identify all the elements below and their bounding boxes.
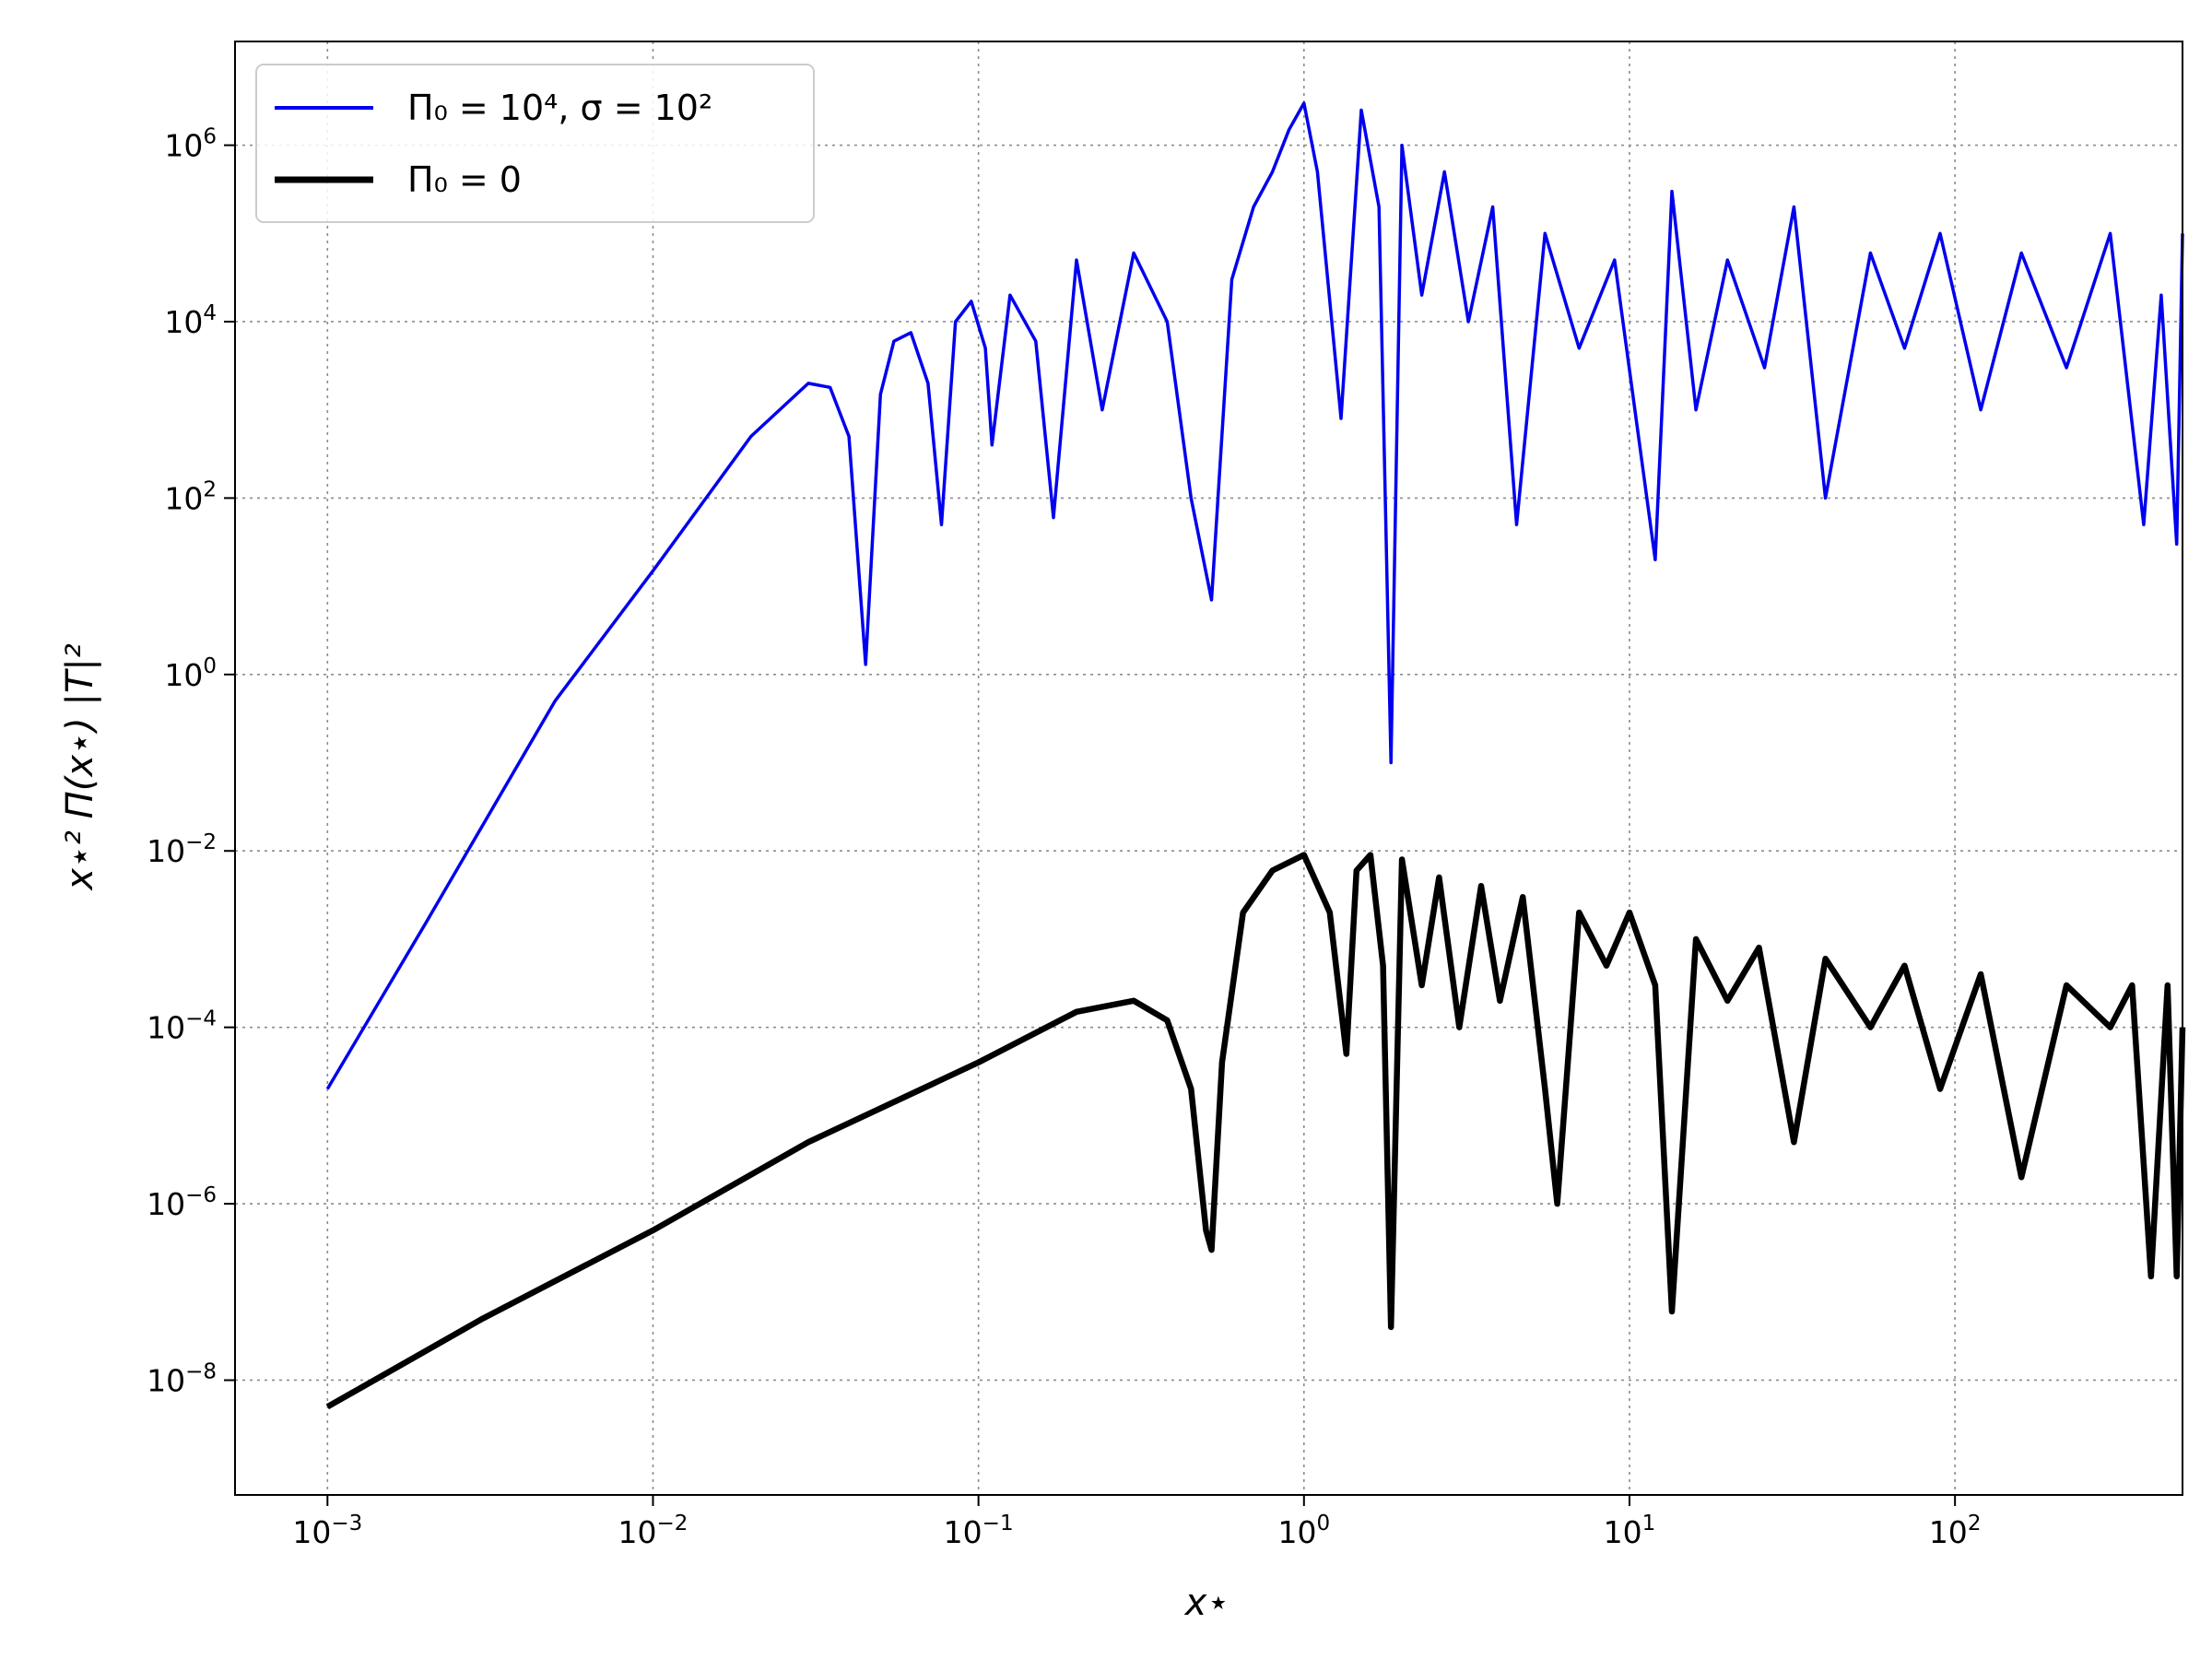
x-tick-exponent: 0 xyxy=(1316,1512,1330,1535)
y-tick-base: 10 xyxy=(164,128,203,164)
x-axis-ticks: 10−3 10−2 10−1 100 101 102 xyxy=(292,1495,1981,1550)
x-tick-exponent: −2 xyxy=(657,1512,688,1535)
x-tick-exponent: −1 xyxy=(982,1512,1014,1535)
x-tick-exponent: 2 xyxy=(1968,1512,1982,1535)
series-line-1 xyxy=(325,101,2184,1090)
series-line-2 xyxy=(325,852,2186,1410)
plot-frame xyxy=(234,41,2183,1496)
x-tick-label: 10−3 xyxy=(292,1512,362,1550)
y-tick-exponent: −4 xyxy=(185,1007,217,1031)
y-tick-label: 104 xyxy=(164,301,217,340)
x-tick-label: 10−1 xyxy=(944,1512,1014,1550)
y-tick-label: 100 xyxy=(164,654,217,693)
y-tick-exponent: −8 xyxy=(185,1359,217,1383)
x-axis-label: x⋆ xyxy=(1183,1582,1230,1624)
y-tick-label: 106 xyxy=(164,125,217,164)
y-tick-base: 10 xyxy=(147,833,185,869)
x-tick-base: 10 xyxy=(1604,1514,1642,1550)
y-tick-label: 10−6 xyxy=(147,1183,217,1222)
y-tick-label: 10−4 xyxy=(147,1007,217,1046)
legend-label-series-1: Π₀ = 10⁴, σ = 10² xyxy=(407,88,712,128)
y-tick-base: 10 xyxy=(147,1186,185,1222)
legend-label-series-2: Π₀ = 0 xyxy=(407,159,522,200)
x-tick-base: 10 xyxy=(1929,1514,1968,1550)
series-group xyxy=(325,101,2186,1410)
x-tick-label: 101 xyxy=(1604,1512,1656,1550)
x-tick-label: 10−2 xyxy=(618,1512,688,1550)
y-tick-base: 10 xyxy=(147,1362,185,1398)
y-tick-exponent: 6 xyxy=(203,125,217,149)
y-tick-base: 10 xyxy=(147,1010,185,1046)
y-tick-exponent: 0 xyxy=(203,654,217,678)
x-tick-label: 100 xyxy=(1277,1512,1330,1550)
x-tick-label: 102 xyxy=(1929,1512,1982,1550)
y-tick-label: 102 xyxy=(164,477,217,516)
y-tick-exponent: 2 xyxy=(203,477,217,501)
legend: Π₀ = 10⁴, σ = 10² Π₀ = 0 xyxy=(255,64,815,223)
x-tick-base: 10 xyxy=(1277,1514,1316,1550)
x-tick-base: 10 xyxy=(944,1514,982,1550)
x-tick-base: 10 xyxy=(618,1514,657,1550)
grid xyxy=(235,41,2183,1495)
y-tick-base: 10 xyxy=(164,304,203,340)
y-tick-exponent: 4 xyxy=(203,301,217,325)
y-tick-base: 10 xyxy=(164,657,203,693)
y-tick-label: 10−2 xyxy=(147,830,217,869)
y-tick-exponent: −6 xyxy=(185,1183,217,1207)
x-tick-exponent: −3 xyxy=(331,1512,362,1535)
y-axis-label: x⋆² Π(x⋆) |T|² xyxy=(59,643,101,892)
y-tick-label: 10−8 xyxy=(147,1359,217,1398)
legend-box xyxy=(255,64,815,223)
x-tick-base: 10 xyxy=(292,1514,331,1550)
y-tick-base: 10 xyxy=(164,480,203,516)
y-tick-exponent: −2 xyxy=(185,830,217,854)
x-tick-exponent: 1 xyxy=(1642,1512,1656,1535)
